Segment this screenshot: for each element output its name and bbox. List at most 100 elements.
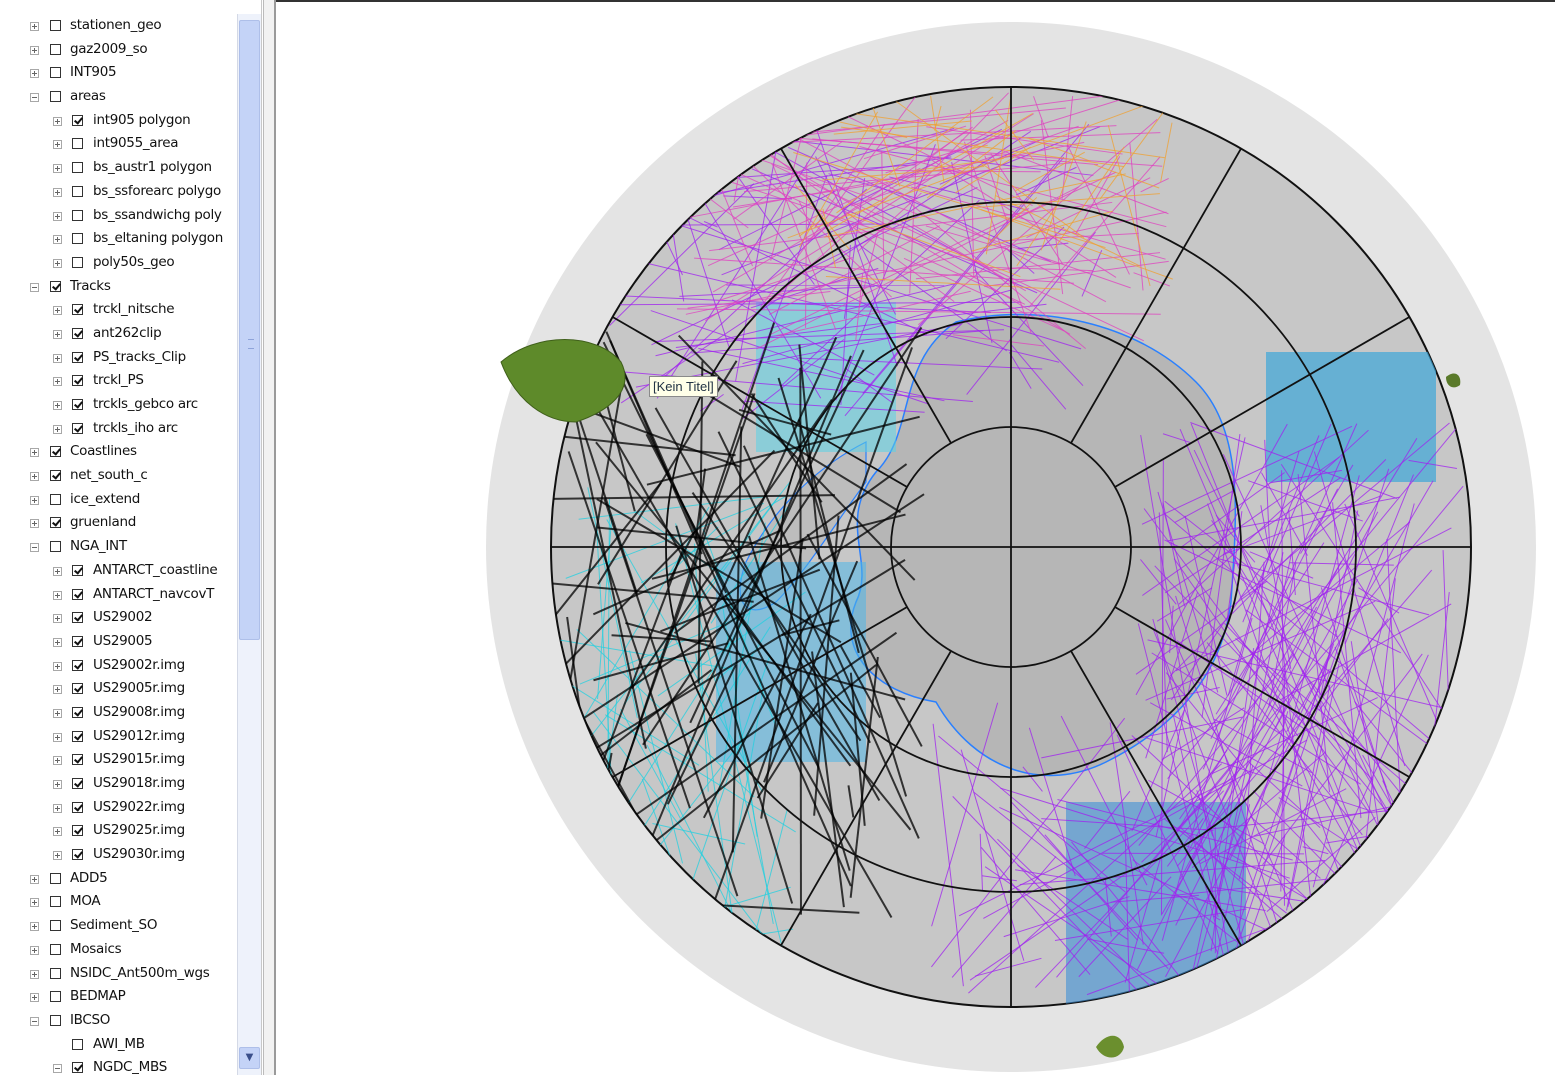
layer-visibility-checkbox[interactable] xyxy=(50,446,61,457)
layer-visibility-checkbox[interactable] xyxy=(72,825,83,836)
expand-plus-icon[interactable] xyxy=(53,425,62,434)
layer-visibility-checkbox[interactable] xyxy=(72,660,83,671)
layer-row[interactable]: US29008r.img xyxy=(0,701,236,725)
layer-visibility-checkbox[interactable] xyxy=(72,328,83,339)
expand-plus-icon[interactable] xyxy=(53,780,62,789)
expand-plus-icon[interactable] xyxy=(53,591,62,600)
layer-label[interactable]: US29018r.img xyxy=(93,775,185,791)
layer-label[interactable]: US29012r.img xyxy=(93,728,185,744)
layer-row[interactable]: bs_austr1 polygon xyxy=(0,156,236,180)
expand-plus-icon[interactable] xyxy=(53,709,62,718)
layer-label[interactable]: ANTARCT_navcovT xyxy=(93,586,214,602)
layer-row[interactable]: int905 polygon xyxy=(0,109,236,133)
expand-plus-icon[interactable] xyxy=(53,306,62,315)
layer-row[interactable]: net_south_c xyxy=(0,464,236,488)
layer-row[interactable]: MOA xyxy=(0,890,236,914)
layer-label[interactable]: net_south_c xyxy=(70,467,147,483)
layer-label[interactable]: US29002 xyxy=(93,609,152,625)
layer-visibility-checkbox[interactable] xyxy=(50,281,61,292)
layer-row[interactable]: US29012r.img xyxy=(0,725,236,749)
layer-label[interactable]: BEDMAP xyxy=(70,988,125,1004)
layer-row[interactable]: US29022r.img xyxy=(0,796,236,820)
layer-label[interactable]: bs_austr1 polygon xyxy=(93,159,212,175)
layer-row[interactable]: bs_eltaning polygon xyxy=(0,227,236,251)
layer-visibility-checkbox[interactable] xyxy=(72,636,83,647)
toc-scroll-thumb[interactable] xyxy=(239,20,260,640)
toc-scrollbar[interactable]: ▼ xyxy=(237,14,261,1075)
layer-visibility-checkbox[interactable] xyxy=(72,707,83,718)
expand-plus-icon[interactable] xyxy=(30,946,39,955)
layer-label[interactable]: US29022r.img xyxy=(93,799,185,815)
layer-label[interactable]: Sediment_SO xyxy=(70,917,157,933)
layer-row[interactable]: areas xyxy=(0,85,236,109)
expand-plus-icon[interactable] xyxy=(53,377,62,386)
layer-visibility-checkbox[interactable] xyxy=(72,423,83,434)
layer-visibility-checkbox[interactable] xyxy=(72,565,83,576)
map-view[interactable]: [Kein Titel] xyxy=(276,0,1555,1075)
layer-label[interactable]: AWI_MB xyxy=(93,1036,145,1052)
layer-label[interactable]: ant262clip xyxy=(93,325,161,341)
layer-row[interactable]: trckl_nitsche xyxy=(0,298,236,322)
layer-row[interactable]: US29005r.img xyxy=(0,677,236,701)
layer-visibility-checkbox[interactable] xyxy=(50,873,61,884)
layer-visibility-checkbox[interactable] xyxy=(72,612,83,623)
layer-visibility-checkbox[interactable] xyxy=(50,920,61,931)
expand-plus-icon[interactable] xyxy=(53,638,62,647)
layer-row[interactable]: US29005 xyxy=(0,630,236,654)
layer-row[interactable]: ice_extend xyxy=(0,488,236,512)
layer-row[interactable]: IBCSO xyxy=(0,1009,236,1033)
layer-row[interactable]: ANTARCT_navcovT xyxy=(0,583,236,607)
expand-plus-icon[interactable] xyxy=(53,117,62,126)
layer-label[interactable]: INT905 xyxy=(70,64,116,80)
layer-row[interactable]: ANTARCT_coastline xyxy=(0,559,236,583)
layer-label[interactable]: US29025r.img xyxy=(93,822,185,838)
expand-plus-icon[interactable] xyxy=(30,970,39,979)
layer-row[interactable]: ant262clip xyxy=(0,322,236,346)
expand-plus-icon[interactable] xyxy=(53,354,62,363)
expand-plus-icon[interactable] xyxy=(30,46,39,55)
layer-row[interactable]: poly50s_geo xyxy=(0,251,236,275)
layer-label[interactable]: US29005 xyxy=(93,633,152,649)
layer-label[interactable]: US29030r.img xyxy=(93,846,185,862)
expand-plus-icon[interactable] xyxy=(53,827,62,836)
layer-label[interactable]: Tracks xyxy=(70,278,111,294)
expand-plus-icon[interactable] xyxy=(30,993,39,1002)
layer-label[interactable]: trckl_PS xyxy=(93,372,144,388)
collapse-minus-icon[interactable] xyxy=(30,93,39,102)
expand-plus-icon[interactable] xyxy=(53,614,62,623)
layer-row[interactable]: INT905 xyxy=(0,61,236,85)
layer-label[interactable]: areas xyxy=(70,88,106,104)
layer-visibility-checkbox[interactable] xyxy=(50,1015,61,1026)
layer-row[interactable]: US29015r.img xyxy=(0,748,236,772)
layer-visibility-checkbox[interactable] xyxy=(72,115,83,126)
layer-visibility-checkbox[interactable] xyxy=(50,541,61,552)
layer-visibility-checkbox[interactable] xyxy=(72,754,83,765)
layer-visibility-checkbox[interactable] xyxy=(72,162,83,173)
expand-plus-icon[interactable] xyxy=(53,164,62,173)
layer-label[interactable]: int9055_area xyxy=(93,135,178,151)
layer-label[interactable]: ANTARCT_coastline xyxy=(93,562,217,578)
layer-label[interactable]: bs_eltaning polygon xyxy=(93,230,223,246)
expand-plus-icon[interactable] xyxy=(30,898,39,907)
expand-plus-icon[interactable] xyxy=(30,922,39,931)
layer-label[interactable]: int905 polygon xyxy=(93,112,190,128)
layer-row[interactable]: US29002r.img xyxy=(0,654,236,678)
expand-plus-icon[interactable] xyxy=(30,496,39,505)
expand-plus-icon[interactable] xyxy=(53,140,62,149)
expand-plus-icon[interactable] xyxy=(53,804,62,813)
expand-plus-icon[interactable] xyxy=(53,212,62,221)
expand-plus-icon[interactable] xyxy=(30,472,39,481)
layer-label[interactable]: trckls_gebco arc xyxy=(93,396,198,412)
layer-label[interactable]: MOA xyxy=(70,893,100,909)
layer-label[interactable]: US29015r.img xyxy=(93,751,185,767)
layer-row[interactable]: NSIDC_Ant500m_wgs xyxy=(0,962,236,986)
layer-label[interactable]: gaz2009_so xyxy=(70,41,147,57)
expand-plus-icon[interactable] xyxy=(53,851,62,860)
layer-visibility-checkbox[interactable] xyxy=(72,683,83,694)
layer-row[interactable]: AWI_MB xyxy=(0,1033,236,1057)
layer-row[interactable]: ADD5 xyxy=(0,867,236,891)
layer-row[interactable]: Tracks xyxy=(0,275,236,299)
layer-visibility-checkbox[interactable] xyxy=(50,470,61,481)
layer-label[interactable]: Coastlines xyxy=(70,443,137,459)
scroll-down-button[interactable]: ▼ xyxy=(239,1047,260,1069)
